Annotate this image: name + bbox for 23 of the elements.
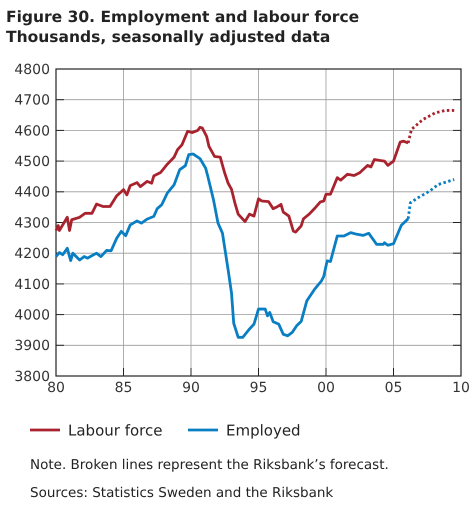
chart-title: Figure 30. Employment and labour force [6, 8, 360, 26]
y-tick-label: 4200 [14, 246, 50, 262]
x-tick-label: 85 [114, 380, 132, 396]
y-tick-label: 4600 [14, 123, 50, 140]
y-tick-label: 4000 [14, 308, 50, 324]
legend-label: Labour force [68, 421, 162, 440]
x-tick-label: 90 [182, 380, 200, 396]
source-note: Sources: Statistics Sweden and the Riksbank [30, 485, 334, 501]
x-tick-label: 05 [384, 380, 402, 396]
y-tick-label: 4800 [14, 62, 50, 78]
y-tick-label: 4400 [14, 184, 50, 201]
legend-label: Employed [226, 421, 301, 440]
x-tick-label: 00 [317, 380, 335, 396]
text: Note. Broken lines represent the Riksbank’s forecast. [30, 457, 389, 473]
y-tick-label: 4700 [14, 92, 50, 109]
x-tick-label: 10 [452, 380, 470, 396]
y-tick-label: 4100 [14, 276, 50, 293]
x-tick-label: 80 [47, 380, 65, 396]
y-tick-label: 4300 [14, 215, 50, 232]
y-tick-label: 4500 [14, 154, 50, 170]
y-tick-label: 3900 [14, 338, 50, 354]
x-tick-label: 95 [250, 380, 268, 396]
chart-subtitle: Thousands, seasonally adjusted data [6, 28, 330, 46]
